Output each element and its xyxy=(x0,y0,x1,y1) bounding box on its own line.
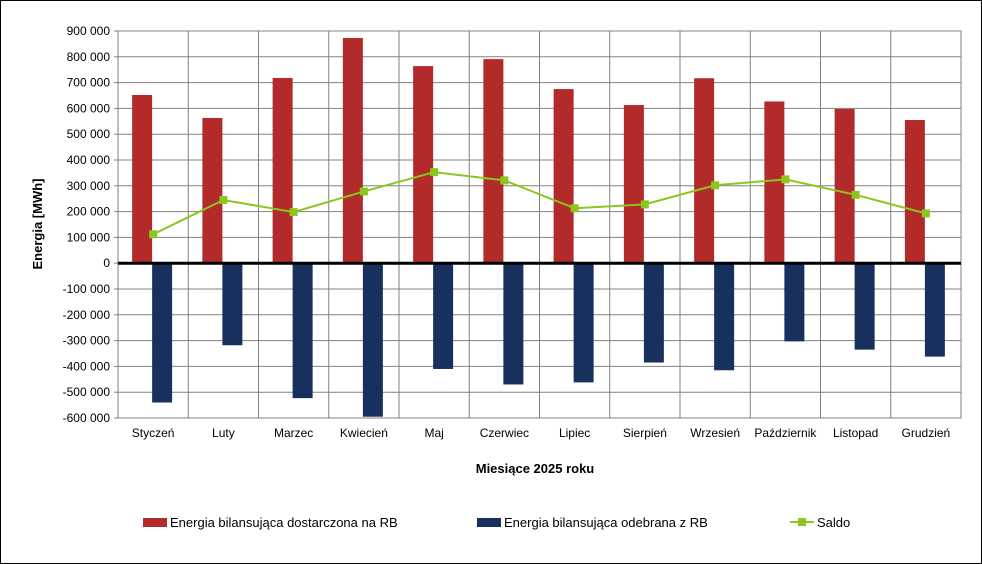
legend-swatch-dostarczona xyxy=(143,518,167,527)
saldo-point xyxy=(570,204,579,213)
x-tick-label: Kwiecień xyxy=(340,426,388,440)
y-tick-label: 500 000 xyxy=(67,127,111,141)
bar-odebrana xyxy=(643,263,664,363)
saldo-point xyxy=(921,209,930,218)
legend-item-dostarczona: Energia bilansująca dostarczona na RB xyxy=(143,515,398,530)
y-tick-labels: 900 000 800 000 700 000 600 000 500 000 400 0… xyxy=(63,24,111,425)
saldo-point xyxy=(711,181,720,190)
x-tick-label: Listopad xyxy=(833,426,878,440)
bar-odebrana xyxy=(433,263,454,369)
x-tick-label: Luty xyxy=(212,426,235,440)
y-tick-label: -400 000 xyxy=(63,359,111,373)
bar-odebrana xyxy=(924,263,945,357)
bar-odebrana xyxy=(503,263,524,385)
x-tick-labels: Styczeń Luty Marzec Kwiecień Maj Czerwiec Lipi… xyxy=(132,426,950,440)
y-tick-label: 0 xyxy=(103,256,110,270)
gridlines xyxy=(114,30,961,419)
legend-marker-saldo xyxy=(798,518,806,526)
bar-dostarczona xyxy=(553,89,574,264)
bar-dostarczona xyxy=(202,117,223,264)
x-tick-label: Marzec xyxy=(274,426,313,440)
bar-odebrana xyxy=(854,263,875,350)
y-tick-label: -300 000 xyxy=(63,334,111,348)
bar-dostarczona xyxy=(834,108,855,264)
bar-odebrana xyxy=(152,263,173,403)
x-tick-label: Grudzień xyxy=(902,426,951,440)
saldo-point xyxy=(640,200,649,209)
x-tick-label: Wrzesień xyxy=(690,426,740,440)
bar-dostarczona xyxy=(483,59,504,264)
y-tick-label: 900 000 xyxy=(67,24,111,38)
saldo-point xyxy=(500,176,509,185)
y-tick-label: -600 000 xyxy=(63,411,111,425)
legend-swatch-odebrana xyxy=(477,518,501,527)
saldo-point xyxy=(781,175,790,184)
y-tick-label: 700 000 xyxy=(67,76,111,90)
saldo-point xyxy=(219,195,228,204)
bar-odebrana xyxy=(292,263,313,399)
x-tick-label: Maj xyxy=(424,426,443,440)
legend-label-dostarczona: Energia bilansująca dostarczona na RB xyxy=(170,515,398,530)
x-tick-label: Sierpień xyxy=(623,426,667,440)
bars xyxy=(132,37,945,417)
saldo-polyline xyxy=(152,171,927,236)
bar-dostarczona xyxy=(413,66,434,264)
bar-dostarczona xyxy=(694,78,715,264)
saldo-point xyxy=(359,187,368,196)
y-tick-label: 200 000 xyxy=(67,205,111,219)
x-tick-label: Październik xyxy=(754,426,817,440)
y-tick-label: 800 000 xyxy=(67,50,111,64)
y-tick-label: 100 000 xyxy=(67,230,111,244)
y-tick-label: -100 000 xyxy=(63,282,111,296)
x-tick-label: Styczeń xyxy=(132,426,175,440)
legend: Energia bilansująca dostarczona na RB En… xyxy=(143,515,850,530)
saldo-point xyxy=(289,208,298,217)
bar-dostarczona xyxy=(272,77,293,264)
bar-dostarczona xyxy=(132,94,153,264)
legend-label-odebrana: Energia bilansująca odebrana z RB xyxy=(504,515,708,530)
saldo-line xyxy=(149,168,930,239)
legend-item-saldo: Saldo xyxy=(790,515,850,530)
legend-label-saldo: Saldo xyxy=(817,515,850,530)
bar-odebrana xyxy=(784,263,805,342)
y-axis-title: Energia [MWh] xyxy=(30,179,45,270)
x-axis-title: Miesiące 2025 roku xyxy=(476,461,595,476)
y-tick-label: 600 000 xyxy=(67,101,111,115)
x-tick-label: Lipiec xyxy=(559,426,590,440)
legend-item-odebrana: Energia bilansująca odebrana z RB xyxy=(477,515,708,530)
y-tick-label: 300 000 xyxy=(67,179,111,193)
bar-dostarczona xyxy=(904,120,925,264)
bar-dostarczona xyxy=(623,105,644,264)
bar-odebrana xyxy=(573,263,594,383)
saldo-point xyxy=(430,168,439,177)
x-tick-label: Czerwiec xyxy=(480,426,529,440)
bar-dostarczona xyxy=(764,101,785,264)
bar-odebrana xyxy=(222,263,243,346)
y-tick-label: -200 000 xyxy=(63,308,111,322)
y-tick-label: -500 000 xyxy=(63,385,111,399)
bar-odebrana xyxy=(714,263,735,371)
bar-odebrana xyxy=(362,263,383,417)
saldo-point xyxy=(149,230,158,239)
y-tick-label: 400 000 xyxy=(67,153,111,167)
bar-dostarczona xyxy=(342,37,363,264)
saldo-point xyxy=(851,190,860,199)
